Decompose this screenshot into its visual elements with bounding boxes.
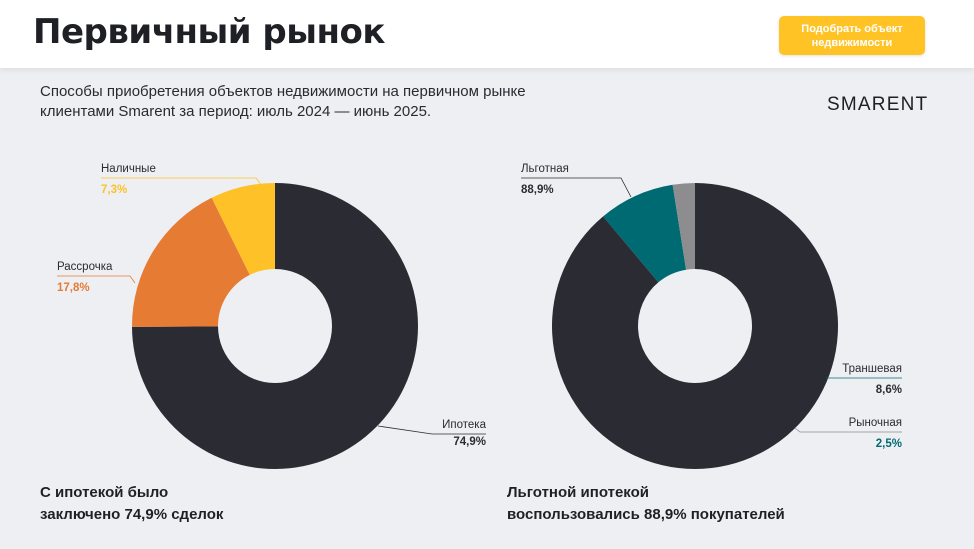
cta-line-1: Подобрать объект [801,22,903,35]
pie-slice-1 [552,183,839,469]
slice-label-2: Траншевая [842,363,902,375]
caption-mortgage-types: Льготной ипотекой воспользовались 88,9% … [507,482,827,526]
slice-label-3: Рыночная [849,417,902,429]
caption-line-2: воспользовались 88,9% покупателей [507,506,785,523]
pie-slice-2 [132,197,250,327]
leader-line-3 [794,427,902,433]
slice-value-label-1: 88,9% [521,184,554,196]
caption-line-2: заключено 74,9% сделок [40,506,224,523]
caption-line-1: С ипотекой было [40,484,169,501]
subtitle-line-1: Способы приобретения объектов недвижимос… [40,83,526,100]
slice-value-label-1: 74,9% [453,436,486,448]
header-bar: Первичный рынок Подобрать объект недвижи… [0,0,974,68]
find-property-button-label: Подобрать объект недвижимости [801,22,902,50]
slice-label-1: Льготная [521,163,569,175]
pie-slice-1 [132,183,419,469]
pie-slice-3 [211,183,275,275]
leader-line-1 [521,177,632,198]
chart-subtitle: Способы приобретения объектов недвижимос… [40,82,600,122]
leader-line-3 [101,177,263,187]
pie-slice-2 [603,184,687,283]
caption-payment-methods: С ипотекой было заключено 74,9% сделок [40,482,340,526]
slice-label-3: Наличные [101,163,156,175]
leader-line-2 [57,275,136,284]
slice-value-label-3: 2,5% [876,438,902,450]
slice-label-1: Ипотека [442,419,486,431]
caption-line-1: Льготной ипотекой [507,484,649,501]
find-property-button[interactable]: Подобрать объект недвижимости [779,16,925,55]
subtitle-line-2: клиентами Smarent за период: июль 2024 —… [40,103,432,120]
brand-logo: SMARENT [827,94,929,115]
donut-chart-payment-methods: Ипотека 74,9% Рассрочка 17,8% Наличные 7,3% [57,163,487,469]
slice-value-label-2: 8,6% [876,384,902,396]
cta-line-2: недвижимости [811,36,893,49]
pie-slice-3 [672,183,695,270]
slice-value-label-2: 17,8% [57,282,90,294]
leader-line-1 [377,425,486,435]
page-title: Первичный рынок [33,12,385,52]
slice-value-label-3: 7,3% [101,184,127,196]
slice-label-2: Рассрочка [57,261,113,273]
donut-chart-mortgage-types: Льготная 88,9% Траншевая 8,6% Рыночная 2,5% [521,163,902,469]
